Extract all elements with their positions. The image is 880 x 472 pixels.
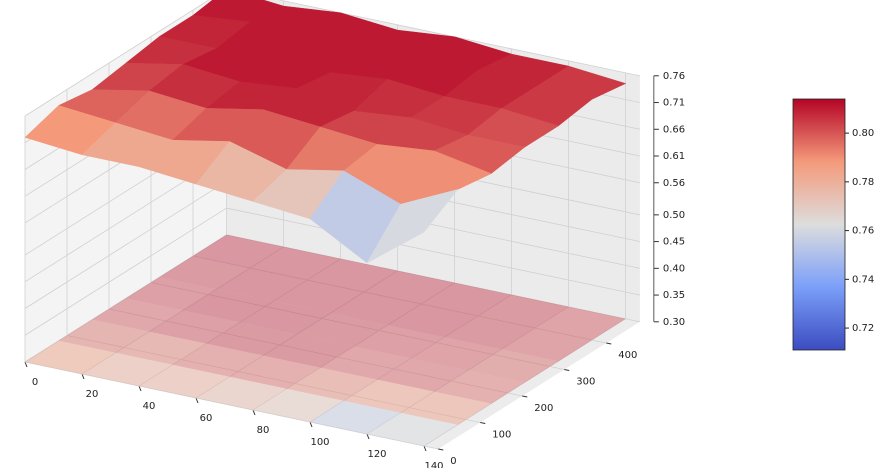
floor-contour bbox=[410, 337, 502, 371]
x-tick bbox=[309, 421, 313, 428]
y-tick bbox=[480, 422, 486, 424]
x-tick bbox=[81, 373, 85, 380]
floor-contour bbox=[307, 258, 398, 292]
x-tick bbox=[195, 397, 199, 404]
z-tick-label: 0.71 bbox=[663, 98, 685, 109]
floor-contour bbox=[310, 400, 401, 434]
floor-contour bbox=[330, 292, 421, 326]
floor-contour bbox=[387, 304, 478, 338]
floor-contour bbox=[206, 322, 297, 356]
grid-line bbox=[24, 361, 439, 450]
floor-contour bbox=[58, 319, 150, 353]
x-tick-label: 120 bbox=[367, 449, 386, 460]
floor-contour bbox=[172, 343, 264, 377]
y-tick-label: 0 bbox=[450, 456, 456, 467]
z-tick-label: 0.61 bbox=[663, 151, 685, 162]
grid-line bbox=[24, 0, 210, 117]
grid-line bbox=[226, 207, 640, 296]
x-tick-label: 140 bbox=[424, 461, 443, 468]
y-tick bbox=[564, 369, 570, 371]
y-tick bbox=[606, 342, 612, 345]
x-tick-label: 0 bbox=[32, 377, 38, 388]
grid-line bbox=[24, 180, 227, 309]
floor-contour bbox=[501, 328, 592, 362]
x-tick-label: 40 bbox=[143, 401, 156, 412]
y-tick bbox=[438, 448, 444, 451]
floor-contour bbox=[216, 268, 307, 302]
x-tick-label: 60 bbox=[200, 413, 213, 424]
y-tick bbox=[522, 395, 528, 398]
floor-contour bbox=[353, 325, 445, 359]
floor-contour bbox=[149, 310, 240, 344]
floor-contour bbox=[478, 294, 569, 328]
z-tick-label: 0.35 bbox=[663, 290, 685, 301]
floor-contour bbox=[377, 358, 468, 392]
floor-contour bbox=[253, 388, 344, 422]
floor-contour bbox=[92, 298, 183, 332]
colorbar bbox=[792, 98, 846, 351]
colorbar-tick-label: 0.78 bbox=[852, 177, 874, 188]
y-tick-label: 100 bbox=[492, 430, 511, 441]
floor-contour bbox=[139, 364, 230, 398]
z-tick-label: 0.45 bbox=[663, 237, 685, 248]
grid-line bbox=[226, 234, 640, 323]
colorbar-tick-label: 0.76 bbox=[852, 226, 874, 237]
floor-contour bbox=[367, 412, 458, 446]
y-tick-label: 300 bbox=[576, 377, 595, 388]
floor-contour bbox=[263, 334, 354, 368]
grid-line bbox=[24, 234, 227, 363]
x-tick-label: 100 bbox=[310, 437, 329, 448]
floor-contour bbox=[286, 367, 378, 401]
floor-contour bbox=[82, 352, 173, 386]
x-tick bbox=[24, 361, 28, 368]
floor-contour bbox=[229, 355, 321, 389]
colorbar-tick-label: 0.72 bbox=[852, 323, 874, 334]
y-tick-label: 400 bbox=[618, 350, 637, 361]
z-tick-label: 0.66 bbox=[663, 124, 685, 135]
floor-contour bbox=[159, 256, 250, 290]
z-tick-label: 0.76 bbox=[663, 71, 685, 82]
z-tick-label: 0.40 bbox=[663, 263, 685, 274]
z-tick-label: 0.30 bbox=[663, 317, 685, 328]
floor-contour bbox=[364, 270, 455, 304]
x-tick bbox=[138, 385, 142, 392]
floor-contour bbox=[400, 391, 492, 425]
grid-line bbox=[150, 282, 565, 370]
floor-contour bbox=[467, 349, 559, 383]
surface-face bbox=[366, 189, 459, 264]
grid-line bbox=[66, 335, 481, 423]
floor-contour bbox=[434, 370, 525, 404]
colorbar-tick-label: 0.74 bbox=[852, 274, 874, 285]
grid-line bbox=[108, 308, 523, 397]
x-tick bbox=[423, 445, 427, 452]
grid-line bbox=[277, 0, 640, 77]
floor-contour bbox=[239, 301, 331, 335]
floor-contour bbox=[25, 340, 116, 374]
floor-contour bbox=[196, 376, 287, 410]
grid-line bbox=[192, 255, 607, 344]
colorbar-tick-label: 0.80 bbox=[852, 128, 874, 139]
floor-contour bbox=[250, 246, 341, 280]
y-tick-label: 200 bbox=[534, 403, 553, 414]
x-tick bbox=[252, 409, 256, 416]
z-tick-label: 0.56 bbox=[663, 178, 685, 189]
floor-contour bbox=[343, 379, 435, 413]
floor-contour bbox=[115, 331, 207, 365]
floor-contour bbox=[320, 346, 411, 380]
floor-contour bbox=[444, 316, 535, 350]
grid-line bbox=[24, 207, 227, 336]
x-tick bbox=[366, 433, 370, 440]
floor-contour bbox=[125, 277, 217, 311]
floor-contour bbox=[193, 234, 284, 268]
x-tick-label: 20 bbox=[86, 389, 99, 400]
floor-contour bbox=[296, 313, 388, 347]
x-tick-label: 80 bbox=[257, 425, 270, 436]
floor-contour bbox=[182, 289, 274, 323]
z-tick-label: 0.50 bbox=[663, 210, 685, 221]
floor-contour bbox=[535, 306, 626, 340]
floor-contour bbox=[421, 282, 512, 316]
floor-contour bbox=[273, 280, 364, 314]
